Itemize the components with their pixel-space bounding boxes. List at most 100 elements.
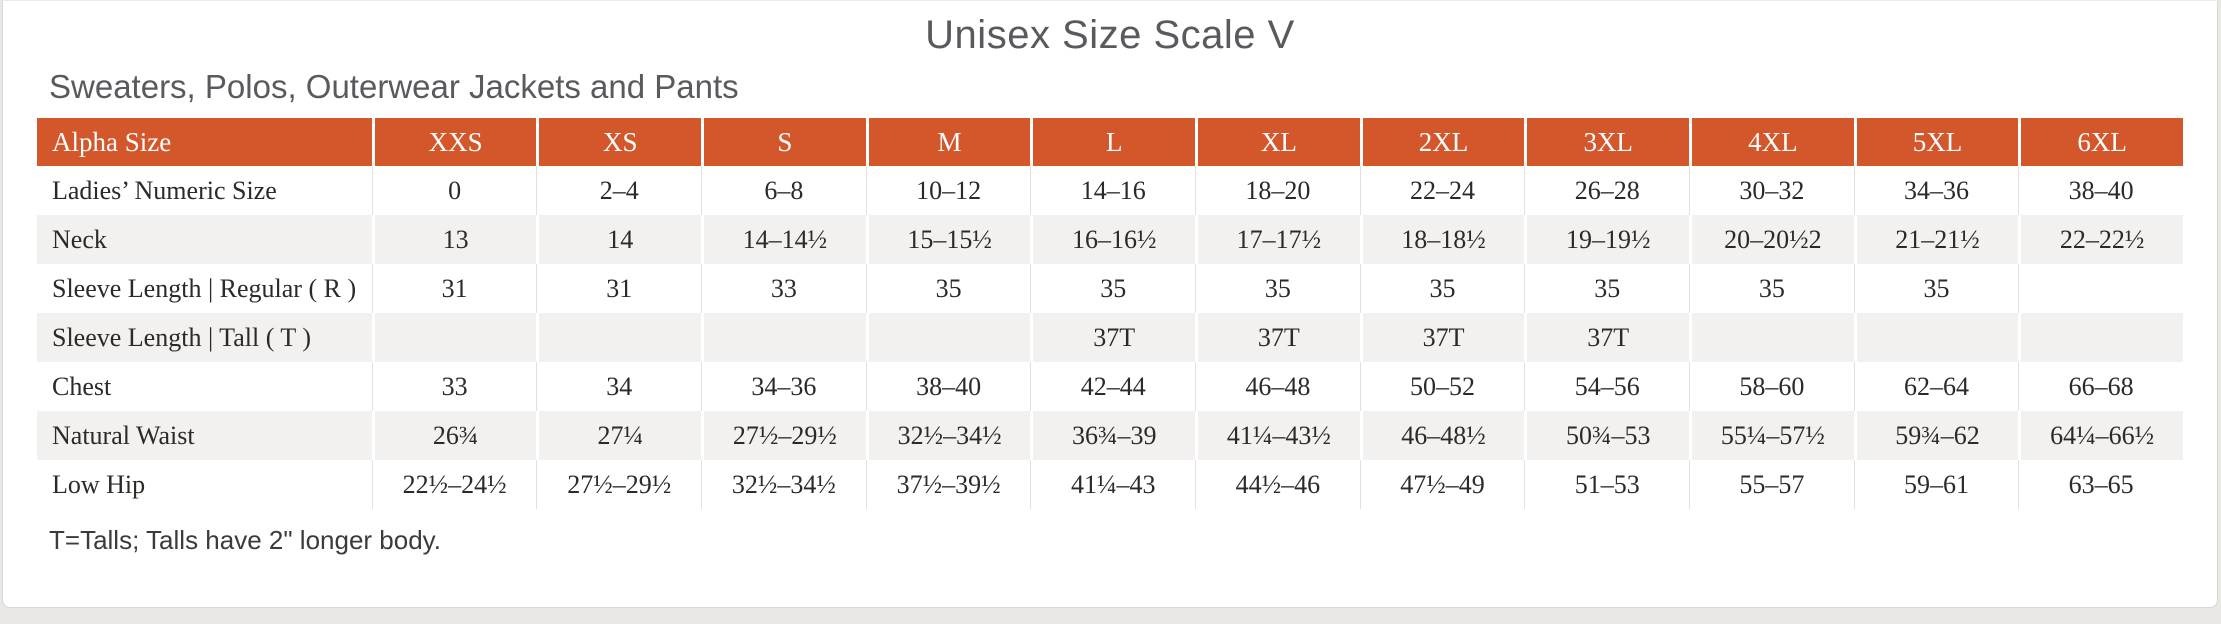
table-cell bbox=[2018, 264, 2183, 313]
table-cell: 21–21½ bbox=[1853, 215, 2019, 264]
column-header-s: S bbox=[701, 118, 866, 166]
table-cell: 63–65 bbox=[2018, 460, 2183, 509]
column-header-6xl: 6XL bbox=[2018, 118, 2183, 166]
column-header-xxs: XXS bbox=[371, 118, 537, 166]
table-cell: 26–28 bbox=[1524, 166, 1690, 215]
table-cell: 18–20 bbox=[1195, 166, 1360, 215]
table-cell: 35 bbox=[1689, 264, 1854, 313]
table-cell: 37T bbox=[1195, 313, 1360, 362]
table-cell: 55–57 bbox=[1689, 460, 1854, 509]
column-header-alpha-size: Alpha Size bbox=[37, 118, 372, 166]
table-cell: 0 bbox=[371, 166, 537, 215]
table-row-sleeve-length-regular-r: Sleeve Length | Regular ( R ) 31 31 33 35 35 3… bbox=[37, 264, 2183, 313]
table-cell: 47½–49 bbox=[1359, 460, 1525, 509]
table-row-natural-waist: Natural Waist 26¾ 27¼ 27½–29½ 32½–34½ 36¾–39 4… bbox=[37, 411, 2183, 460]
table-cell: 38–40 bbox=[2018, 166, 2183, 215]
table-cell: 27¼ bbox=[536, 411, 702, 460]
table-cell: 16–16½ bbox=[1030, 215, 1196, 264]
header-row: Alpha Size XXS XS S M L XL 2XL 3XL 4XL 5XL 6XL bbox=[37, 118, 2183, 166]
table-cell bbox=[2018, 313, 2183, 362]
table-cell: 50¾–53 bbox=[1524, 411, 1690, 460]
column-header-xl: XL bbox=[1195, 118, 1360, 166]
column-header-xs: XS bbox=[536, 118, 702, 166]
table-cell: 31 bbox=[371, 264, 537, 313]
table-cell: 34 bbox=[536, 362, 702, 411]
table-cell: 14–14½ bbox=[701, 215, 866, 264]
table-cell: 35 bbox=[1195, 264, 1360, 313]
table-cell: 22–24 bbox=[1359, 166, 1525, 215]
table-cell: 17–17½ bbox=[1195, 215, 1360, 264]
table-cell: 30–32 bbox=[1689, 166, 1854, 215]
table-cell bbox=[865, 313, 1031, 362]
table-cell: 64¼–66½ bbox=[2018, 411, 2183, 460]
table-cell: 42–44 bbox=[1030, 362, 1196, 411]
table-cell: 62–64 bbox=[1853, 362, 2019, 411]
row-label: Neck bbox=[37, 215, 372, 264]
table-cell: 55¼–57½ bbox=[1689, 411, 1854, 460]
column-header-4xl: 4XL bbox=[1689, 118, 1854, 166]
table-cell: 27½–29½ bbox=[536, 460, 702, 509]
table-cell: 50–52 bbox=[1359, 362, 1525, 411]
table-cell: 26¾ bbox=[371, 411, 537, 460]
table-cell: 20–20½2 bbox=[1689, 215, 1854, 264]
table-cell: 41¼–43½ bbox=[1195, 411, 1360, 460]
size-chart-card: Unisex Size Scale V Sweaters, Polos, Out… bbox=[2, 0, 2218, 608]
talls-footnote: T=Talls; Talls have 2" longer body. bbox=[49, 525, 441, 555]
column-header-l: L bbox=[1030, 118, 1196, 166]
row-label: Sleeve Length | Tall ( T ) bbox=[37, 313, 372, 362]
column-header-5xl: 5XL bbox=[1853, 118, 2019, 166]
table-cell bbox=[1853, 313, 2019, 362]
table-cell: 41¼–43 bbox=[1030, 460, 1196, 509]
table-cell: 35 bbox=[1030, 264, 1196, 313]
row-label: Natural Waist bbox=[37, 411, 372, 460]
table-cell: 22½–24½ bbox=[371, 460, 537, 509]
table-cell: 66–68 bbox=[2018, 362, 2183, 411]
table-row-sleeve-length-tall-t: Sleeve Length | Tall ( T ) 37T 37T 37T 37T bbox=[37, 313, 2183, 362]
table-cell: 14 bbox=[536, 215, 702, 264]
row-label: Chest bbox=[37, 362, 372, 411]
table-cell: 35 bbox=[1853, 264, 2019, 313]
table-cell: 51–53 bbox=[1524, 460, 1690, 509]
table-cell: 10–12 bbox=[865, 166, 1031, 215]
table-body: Ladies’ Numeric Size 0 2–4 6–8 10–12 14–16 18–… bbox=[37, 166, 2183, 509]
table-cell: 27½–29½ bbox=[701, 411, 866, 460]
table-cell: 58–60 bbox=[1689, 362, 1854, 411]
table-cell: 37½–39½ bbox=[865, 460, 1031, 509]
table-cell: 46–48 bbox=[1195, 362, 1360, 411]
table-cell: 38–40 bbox=[865, 362, 1031, 411]
table-cell: 18–18½ bbox=[1359, 215, 1525, 264]
table-cell: 33 bbox=[701, 264, 866, 313]
table-cell: 15–15½ bbox=[865, 215, 1031, 264]
table-cell: 19–19½ bbox=[1524, 215, 1690, 264]
table-cell: 34–36 bbox=[701, 362, 866, 411]
table-row-low-hip: Low Hip 22½–24½ 27½–29½ 32½–34½ 37½–39½ 41¼–4… bbox=[37, 460, 2183, 509]
table-cell: 46–48½ bbox=[1359, 411, 1525, 460]
table-cell: 59–61 bbox=[1853, 460, 2019, 509]
table-cell: 2–4 bbox=[536, 166, 702, 215]
row-label: Sleeve Length | Regular ( R ) bbox=[37, 264, 372, 313]
table-cell: 37T bbox=[1359, 313, 1525, 362]
table-cell bbox=[371, 313, 537, 362]
column-header-m: M bbox=[865, 118, 1031, 166]
row-label: Low Hip bbox=[37, 460, 372, 509]
table-row-neck: Neck 13 14 14–14½ 15–15½ 16–16½ 17–17½ 18–18½ 19… bbox=[37, 215, 2183, 264]
row-label: Ladies’ Numeric Size bbox=[37, 166, 372, 215]
table-cell: 6–8 bbox=[701, 166, 866, 215]
table-cell: 14–16 bbox=[1030, 166, 1196, 215]
table-cell: 32½–34½ bbox=[701, 460, 866, 509]
table-cell bbox=[536, 313, 702, 362]
table-cell: 35 bbox=[865, 264, 1031, 313]
column-header-2xl: 2XL bbox=[1359, 118, 1525, 166]
table-cell: 37T bbox=[1030, 313, 1196, 362]
page-title: Unisex Size Scale V bbox=[925, 13, 1295, 57]
table-cell: 13 bbox=[371, 215, 537, 264]
table-cell: 22–22½ bbox=[2018, 215, 2183, 264]
table-cell: 33 bbox=[371, 362, 537, 411]
chart-subtitle: Sweaters, Polos, Outerwear Jackets and P… bbox=[49, 68, 739, 105]
table-cell: 35 bbox=[1359, 264, 1525, 313]
table-cell: 54–56 bbox=[1524, 362, 1690, 411]
table-cell bbox=[1689, 313, 1854, 362]
size-table: Alpha Size XXS XS S M L XL 2XL 3XL 4XL 5XL 6XL Ladi… bbox=[37, 118, 2183, 509]
table-cell: 37T bbox=[1524, 313, 1690, 362]
table-row-chest: Chest 33 34 34–36 38–40 42–44 46–48 50–52 54–56 5… bbox=[37, 362, 2183, 411]
